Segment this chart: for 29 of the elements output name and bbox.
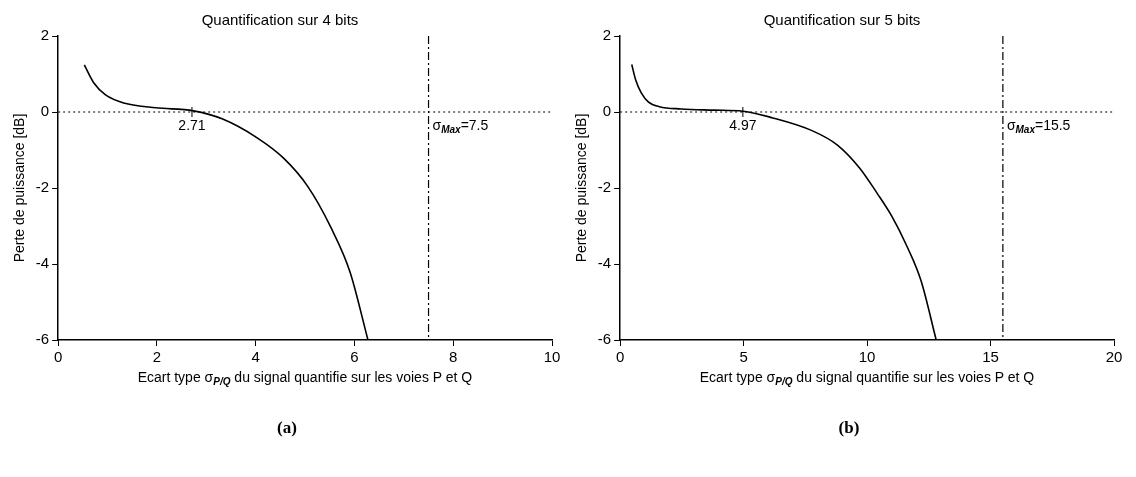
y-tick-label: -6: [35, 330, 50, 348]
x-tick-label: 4: [251, 348, 260, 366]
y-tick-label: 2: [40, 26, 50, 44]
x-tick-label: 8: [449, 348, 458, 366]
chart-title: Quantification sur 5 bits: [763, 11, 921, 29]
annotation: 2.71: [178, 116, 206, 133]
y-tick-label: -6: [597, 330, 612, 348]
text: (a): [277, 418, 297, 438]
x-tick-label: 15: [982, 348, 999, 366]
y-axis-title: Perte de puissance [dB]: [11, 113, 28, 263]
x-tick-label: 20: [1105, 348, 1123, 366]
x-tick-label: 10: [543, 348, 561, 366]
y-tick-label: -2: [35, 178, 50, 196]
y-tick-label: -4: [597, 254, 612, 272]
y-tick-label: 2: [602, 26, 612, 44]
x-tick-label: 0: [53, 348, 63, 366]
annotation: 4.97: [729, 116, 757, 133]
x-tick-label: 5: [739, 348, 748, 366]
y-tick-label: -2: [597, 178, 612, 196]
x-tick-label: 10: [858, 348, 876, 366]
x-tick-label: 2: [152, 348, 162, 366]
y-axis-title: Perte de puissance [dB]: [573, 113, 590, 263]
x-tick-label: 6: [350, 348, 359, 366]
chart-title: Quantification sur 4 bits: [201, 11, 359, 29]
y-tick-label: 0: [602, 102, 612, 120]
y-tick-label: -4: [35, 254, 50, 272]
text: (b): [838, 418, 860, 438]
y-tick-label: 0: [40, 102, 50, 120]
x-tick-label: 0: [615, 348, 625, 366]
